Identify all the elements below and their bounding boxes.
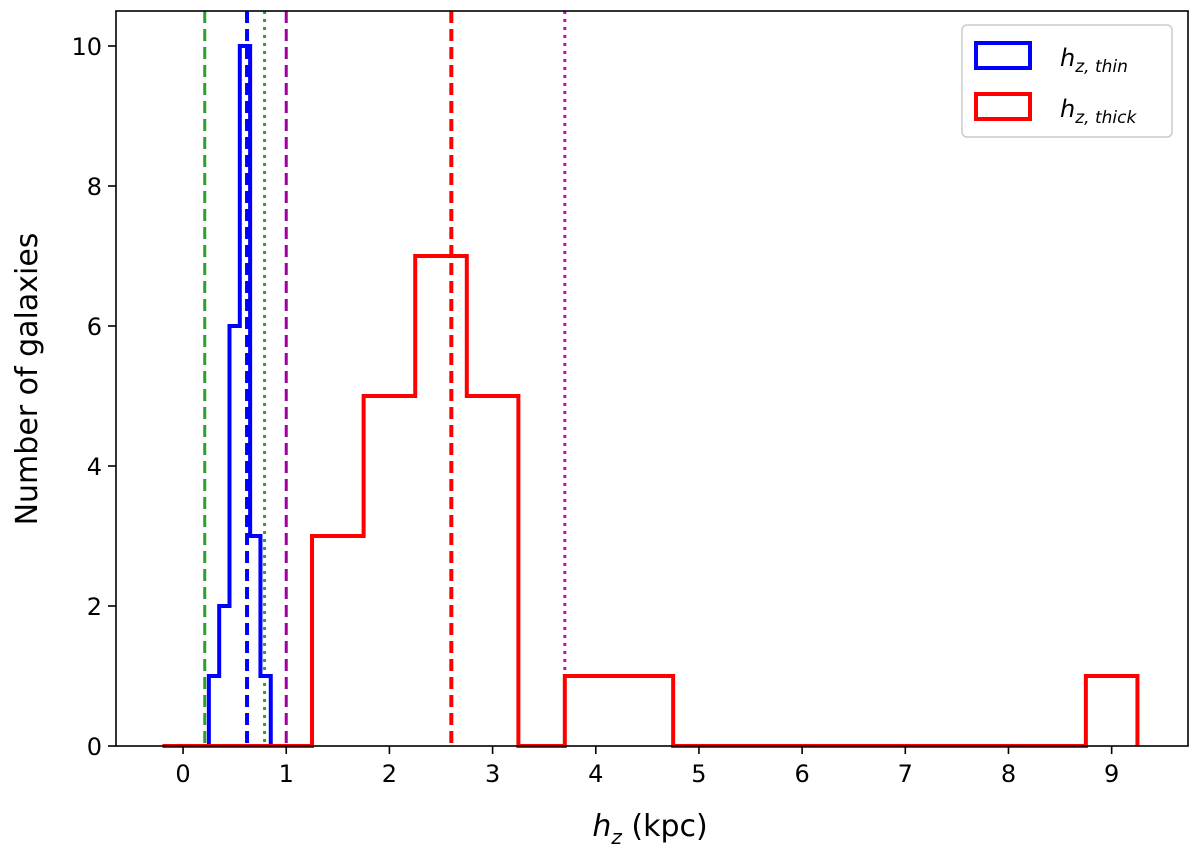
histogram-bar-1-6 — [565, 676, 673, 746]
reference-lines — [203, 11, 567, 746]
x-tick-label: 2 — [382, 760, 397, 788]
y-tick-label: 10 — [71, 33, 102, 61]
histogram-bar-0-1 — [219, 606, 229, 746]
histogram-bar-0-5 — [260, 676, 270, 746]
x-tick-label: 5 — [691, 760, 706, 788]
legend-label-thin: hz, thin — [1060, 44, 1128, 77]
histogram-bar-0-2 — [229, 326, 239, 746]
y-axis: 0 2 4 6 8 10 — [71, 33, 116, 761]
y-tick-label: 8 — [87, 173, 102, 201]
x-axis: 0 1 2 3 4 5 6 7 8 9 — [175, 746, 1119, 788]
y-axis-label: Number of galaxies — [10, 233, 45, 526]
y-tick-label: 0 — [87, 733, 102, 761]
histogram-series-1 — [162, 254, 1140, 748]
histogram-bar-0-0 — [209, 676, 219, 746]
y-tick-label: 4 — [87, 453, 102, 481]
legend-label-thick: hz, thick — [1060, 95, 1137, 128]
x-tick-label: 0 — [175, 760, 190, 788]
histogram-bar-0-4 — [250, 536, 260, 746]
x-tick-label: 7 — [898, 760, 913, 788]
x-tick-label: 3 — [485, 760, 500, 788]
y-tick-label: 2 — [87, 593, 102, 621]
histogram-bar-0-3 — [240, 46, 250, 746]
histogram-bar-1-3 — [415, 256, 467, 746]
x-tick-label: 9 — [1104, 760, 1119, 788]
histogram-bar-1-8 — [1086, 676, 1138, 746]
histogram-series-0 — [206, 44, 273, 746]
histogram-bar-1-4 — [467, 396, 519, 746]
plot-area-frame — [115, 10, 1189, 747]
legend-box — [961, 24, 1173, 138]
x-tick-label: 4 — [588, 760, 603, 788]
legend-swatch-thick — [974, 92, 1032, 121]
x-tick-label: 8 — [1001, 760, 1016, 788]
legend-swatch-thin — [974, 41, 1032, 70]
x-axis-label: hz (kpc) — [592, 809, 707, 849]
legend: hz, thin hz, thick — [961, 24, 1173, 138]
histogram-bar-1-2 — [364, 396, 416, 746]
y-tick-label: 6 — [87, 313, 102, 341]
histogram-bar-1-1 — [312, 536, 364, 746]
x-tick-label: 1 — [279, 760, 294, 788]
histogram-series — [162, 44, 1140, 748]
x-tick-label: 6 — [794, 760, 809, 788]
